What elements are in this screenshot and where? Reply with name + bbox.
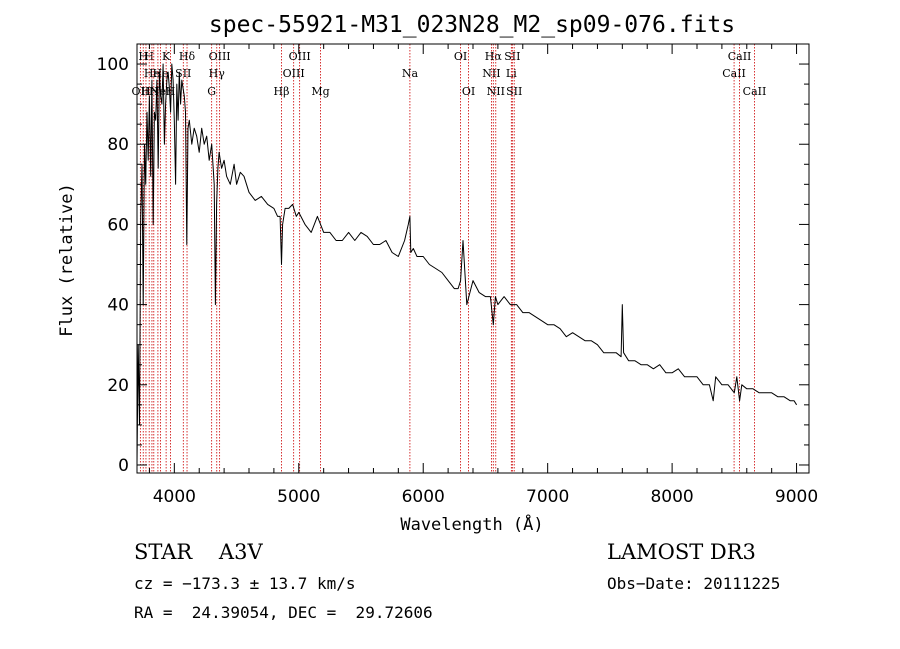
y-tick-label-5: 100	[97, 55, 129, 75]
x-tick-label-4: 8000	[650, 487, 693, 507]
y-tick-label-0: 0	[118, 456, 129, 476]
y-tick-label-1: 20	[107, 376, 129, 396]
line-label-28: CaII	[722, 67, 746, 80]
line-label-13: Hγ	[209, 67, 226, 80]
line-label-27: SII	[506, 85, 522, 98]
line-label-26: SII	[504, 50, 520, 63]
spectral-line-markers: OIIHHHHeHNeHeKHSIIHδGHγOIIIHβOIIIOIIIMgN…	[132, 44, 767, 473]
line-label-24: NII	[487, 85, 505, 98]
y-tick-label-3: 60	[107, 215, 129, 235]
line-label-25: Li	[506, 67, 517, 80]
plot-area	[136, 63, 798, 466]
line-label-30: CaII	[743, 85, 767, 98]
line-label-19: Na	[402, 67, 419, 80]
line-label-12: G	[207, 85, 216, 98]
redshift-line: cz = −173.3 ± 13.7 km/s	[134, 574, 356, 593]
x-axis-label: Wavelength (Å)	[400, 513, 543, 535]
line-label-10: SII	[175, 67, 191, 80]
line-label-1: H	[138, 50, 148, 63]
line-label-17: OIII	[289, 50, 311, 63]
plot-frame	[136, 43, 810, 474]
line-label-22: NII	[482, 67, 500, 80]
line-label-29: CaII	[728, 50, 752, 63]
line-label-0: OII	[132, 85, 150, 98]
y-tick-label-4: 80	[107, 135, 129, 155]
x-tick-label-2: 6000	[402, 487, 445, 507]
line-label-16: OIII	[283, 67, 305, 80]
x-tick-label-3: 7000	[526, 487, 569, 507]
line-label-14: OIII	[209, 50, 231, 63]
line-label-7: He	[152, 67, 168, 80]
line-label-3: H	[144, 50, 154, 63]
line-label-2: H	[141, 85, 151, 98]
line-label-20: OI	[454, 50, 467, 63]
line-label-18: Mg	[311, 85, 329, 98]
object-class: STAR A3V	[134, 540, 263, 564]
axis-ticks: 4000 5000 6000 7000 8000 9000 0 20 40 60 80 100	[97, 44, 818, 507]
line-label-23: Hα	[485, 50, 503, 63]
y-axis-label: Flux (relative)	[57, 183, 77, 337]
flux-series-line	[136, 63, 798, 466]
x-tick-label-5: 9000	[775, 487, 818, 507]
line-label-9: H	[166, 85, 176, 98]
survey-name: LAMOST DR3	[607, 540, 756, 564]
line-label-15: Hβ	[274, 85, 290, 98]
x-tick-label-1: 5000	[277, 487, 320, 507]
line-label-11: Hδ	[179, 50, 196, 63]
x-tick-label-0: 4000	[153, 487, 196, 507]
line-label-5: H	[149, 85, 159, 98]
line-label-21: OI	[462, 85, 475, 98]
coordinates-line: RA = 24.39054, DEC = 29.72606	[134, 603, 433, 622]
obs-date: Obs−Date: 20111225	[607, 574, 781, 593]
line-label-4: He	[144, 67, 160, 80]
y-tick-label-2: 40	[107, 296, 129, 316]
chart-title: spec-55921-M31_023N28_M2_sp09-076.fits	[209, 12, 735, 38]
line-label-8: K	[162, 50, 171, 63]
